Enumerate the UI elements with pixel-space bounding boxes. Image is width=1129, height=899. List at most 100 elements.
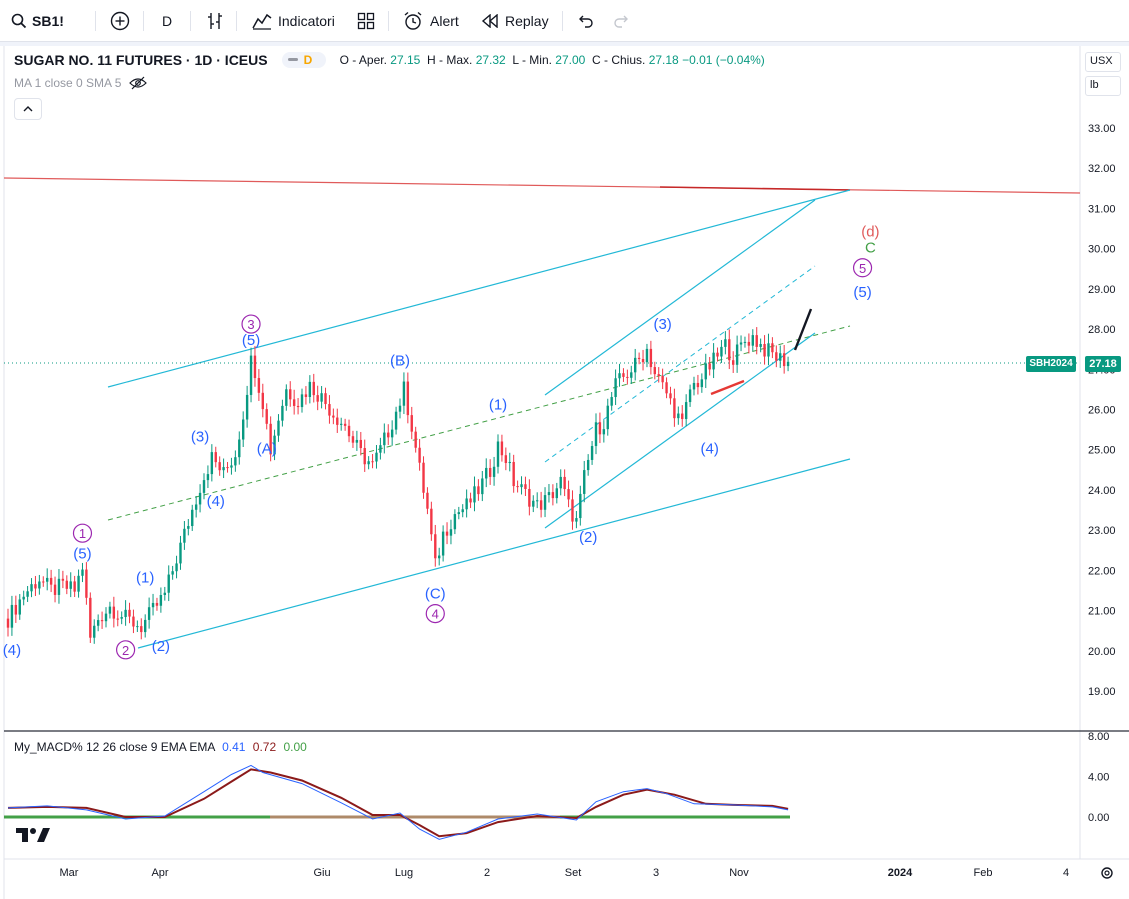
candle-body	[171, 571, 174, 575]
eye-hidden-icon[interactable]	[129, 76, 148, 90]
candle-body	[308, 381, 312, 397]
candle-body	[30, 584, 33, 592]
candles-icon	[208, 13, 222, 29]
candle-body	[700, 379, 704, 388]
candle-body	[618, 373, 621, 379]
candle-body	[242, 419, 245, 440]
x-tick-label: Giu	[313, 867, 330, 879]
candle-body	[136, 626, 139, 628]
undo-button[interactable]	[576, 0, 594, 42]
candle-body	[163, 592, 166, 595]
x-tick-label: Set	[565, 867, 582, 879]
ma-legend[interactable]: MA 1 close 0 SMA 5	[14, 76, 148, 90]
candle-body	[234, 457, 237, 466]
resistance-segment	[659, 186, 851, 191]
search-icon	[11, 13, 27, 29]
wave-label-circle	[241, 314, 261, 334]
replay-button[interactable]: Replay	[481, 0, 549, 42]
x-tick-label: Feb	[974, 867, 993, 879]
wave-label: (d)	[861, 224, 879, 241]
candle-body	[238, 439, 241, 458]
wave-label: (5)	[73, 545, 91, 562]
candle-body	[34, 584, 37, 589]
symbol-search-button[interactable]: SB1!	[10, 0, 64, 42]
inner-lower-channel	[544, 332, 816, 529]
wave-label: (1)	[136, 569, 154, 586]
candle-body	[187, 526, 190, 529]
y-tick-label: 23.00	[1088, 525, 1116, 537]
y-tick-label: 24.00	[1088, 485, 1116, 497]
collapse-legend-button[interactable]	[14, 98, 42, 120]
x-tick-label: 3	[653, 867, 659, 879]
wave-label: (4)	[3, 642, 21, 659]
redo-icon	[614, 15, 628, 28]
candle-body	[551, 492, 555, 499]
candle-body	[210, 452, 214, 475]
candle-body	[536, 500, 539, 502]
candle-body	[657, 374, 660, 376]
candle-body	[89, 597, 92, 638]
candle-body	[316, 395, 319, 402]
candle-body	[469, 498, 472, 503]
candle-body	[81, 569, 84, 576]
candle-body	[96, 620, 100, 626]
candle-body	[653, 367, 656, 375]
unit-selector[interactable]: lb	[1085, 76, 1121, 96]
y-tick-label: 26.00	[1088, 405, 1116, 417]
candle-body	[265, 409, 268, 424]
candle-body	[610, 397, 613, 406]
candle-body	[363, 448, 366, 465]
candle-body	[547, 492, 551, 496]
candle-body	[775, 352, 778, 361]
inner-median-dashed	[544, 265, 816, 463]
compare-button[interactable]	[110, 0, 130, 42]
wave-label: C	[865, 240, 876, 257]
candle-body	[383, 432, 386, 446]
candle-body	[414, 431, 417, 448]
wave-label: (4)	[207, 493, 225, 510]
candle-body	[590, 446, 594, 460]
candle-body	[539, 500, 543, 510]
candle-body	[634, 357, 637, 373]
candle-body	[151, 602, 155, 608]
price-chart[interactable]: (4)1(5)2 (2)(1)(3)(4)3(5)(A)(B)(C)4(1)(2)…	[0, 42, 1129, 899]
currency-selector[interactable]: USX	[1085, 52, 1121, 72]
interval-button[interactable]: D	[162, 0, 172, 42]
candle-body	[692, 382, 696, 390]
candle-body	[230, 465, 233, 468]
candle-body	[673, 398, 676, 419]
wave-label-circle	[115, 640, 136, 660]
candle-body	[53, 584, 57, 595]
candle-body	[716, 352, 719, 357]
candle-body	[245, 394, 249, 420]
wave-label: (4)	[701, 441, 719, 458]
chart-settings-button[interactable]	[1098, 864, 1116, 887]
redo-button[interactable]	[613, 0, 631, 42]
alert-button[interactable]: Alert	[403, 0, 459, 42]
candle-body	[677, 413, 680, 419]
x-tick-label: Lug	[395, 867, 413, 879]
candle-body	[367, 461, 370, 465]
macd-tick-label: 0.00	[1088, 812, 1109, 824]
candle-body	[704, 363, 707, 380]
candle-body	[375, 452, 378, 462]
wave-label: (3)	[191, 429, 209, 446]
candle-body	[492, 466, 496, 477]
projection-arrow-line	[793, 308, 813, 351]
candle-body	[320, 393, 323, 402]
candle-body	[371, 461, 374, 463]
candle-body	[46, 577, 49, 582]
chevron-up-icon	[23, 106, 33, 112]
unit-label: lb	[1090, 79, 1099, 91]
chart-type-button[interactable]	[206, 0, 224, 42]
y-tick-label: 22.00	[1088, 565, 1116, 577]
y-tick-label: 31.00	[1088, 203, 1116, 215]
layouts-button[interactable]	[357, 0, 375, 42]
candle-body	[285, 389, 288, 406]
candle-body	[645, 348, 649, 363]
candle-body	[261, 392, 264, 410]
candle-body	[206, 474, 210, 481]
toolbar-divider	[95, 11, 96, 31]
support-segment	[710, 379, 745, 396]
indicators-button[interactable]: Indicatori	[252, 0, 335, 42]
